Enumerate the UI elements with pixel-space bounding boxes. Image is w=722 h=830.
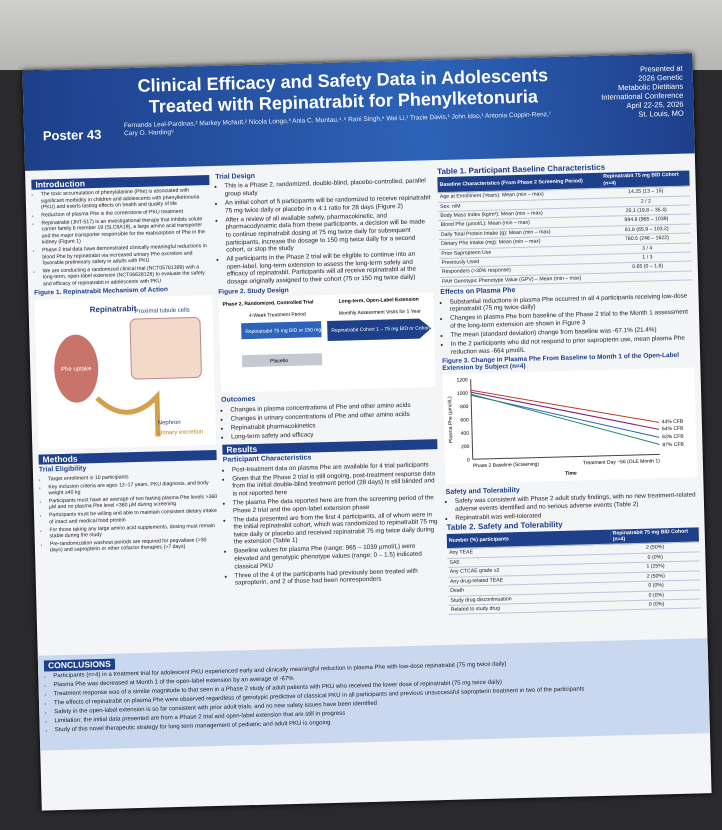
label: 4-Week Treatment Period [249,312,306,319]
y-tick-label: 0 [467,457,470,463]
figure-bg [218,292,436,393]
label: Placebo [270,358,288,364]
table-2: Number (%) participants Repinatrabit 75 m… [446,527,701,615]
end-label: 63% CFB [662,434,684,441]
bullets: This is a Phase 2, randomized, double-bl… [215,178,433,287]
list-item: All participants in the Phase 2 trial wi… [226,250,433,286]
y-tick-label: 1000 [457,391,468,397]
list-item: We are conducting a randomized clinical … [43,264,212,288]
label: Proximal tubule cells [135,307,190,314]
line [470,389,659,424]
left-column: Introduction The toxic accumulation of p… [31,172,219,556]
list-item: Given that the Phase 2 trial is still on… [232,470,439,498]
label: Long-term, Open-Label Extension [339,297,419,305]
conclusions: CONCLUSIONS Participants (n=4) in a trea… [37,638,711,751]
list-item: St. Louis, MO [638,108,684,119]
x-label: Treatment Day ~56 (OLE Month 1) [583,458,660,466]
title: Clinical Efficacy and Safety Data in Ado… [123,65,564,119]
line [470,391,660,431]
bullets: Substantial reductions in plasma Phe occ… [441,292,694,356]
label: Monthly Assessment Visits for 1 Year [339,309,421,317]
axis [472,454,660,460]
label: Repinatrabit 75 mg BID or 150 mg BID [245,327,331,335]
bullets: Safety was consistent with Phase 2 adult… [446,491,699,522]
y-tick-label: 1200 [456,377,467,383]
y-tick-label: 600 [460,417,469,423]
list-item: Baseline values for plasma Phe (range: 9… [234,543,441,571]
table-1: Baseline Characteristics (From Phase 2 S… [437,170,693,287]
bullets: Changes in plasma concentrations of Phe … [221,401,437,441]
label: Phase 2, Randomized, Controlled Trial [223,299,315,307]
y-tick-label: 400 [461,431,470,437]
list-item: Pre-randomization washout periods are re… [50,537,219,554]
right-column: Table 1. Participant Baseline Characteri… [437,159,701,615]
end-label: 64% CFB [662,426,684,433]
poster-label: Poster 43 [42,126,102,144]
list-item: Three of the 4 of the participants had p… [235,567,441,588]
list-item: Repinatrabit (JNT-517) is an investigati… [41,216,211,246]
bullets: Target enrollment is 10 participantsKey … [39,472,219,555]
arm [241,353,323,368]
section-heading: CONCLUSIONS [43,658,115,672]
list-item: The data presented are from the first 4 … [233,511,440,547]
figure-3: 1200 1000 800 600 400 200 0 44% CFB 64% CFB 63… [442,367,698,485]
arm [241,321,322,340]
cell [603,270,693,283]
figure-1: Repinatrabit Proximal tubule cells Phe u… [34,294,217,450]
bullets: Post-treatment data on plasma Phe are av… [223,461,441,588]
label: Phe uptake [61,366,92,373]
header: Poster 43 Clinical Efficacy and Safety D… [22,53,695,171]
cell [129,316,202,379]
y-ticks: 1200 1000 800 600 400 200 0 [456,377,470,463]
y-label: Plasma Phe (µmol/L) [447,396,454,443]
poster: Poster 43 Clinical Efficacy and Safety D… [22,53,712,811]
section-heading: Methods [38,449,217,465]
bullets: The toxic accumulation of phenylalanine … [32,187,212,287]
line [470,393,660,445]
nephron [95,389,161,437]
list-item: The toxic accumulation of phenylalanine … [41,187,210,211]
list-item: Phase 2 trial data have demonstrated cli… [42,243,211,267]
y-tick-label: 800 [460,404,469,410]
bullets: Participants (n=4) in a treatment trial … [44,657,695,735]
label: Repinatrabit Cohort 1 – 75 mg BID or Coh… [331,324,436,334]
end-label: 87% CFB [662,442,684,449]
label: Urinary excretion [158,429,204,436]
end-label: 44% CFB [662,419,684,426]
label: Nephron [158,419,181,426]
label: Repinatrabit [90,303,137,313]
x-title: Time [565,471,577,477]
figure-2: Phase 2, Randomized, Controlled Trial Lo… [218,292,467,393]
kidney [54,334,99,403]
arrow [327,318,432,342]
x-label: Phase 2 Baseline (Screening) [473,462,540,470]
presented: Presented at 2026 Genetic Metabolic Dietit… [573,64,684,121]
list-item: After a review of all available safety, … [225,211,432,254]
middle-column: Trial Design This is a Phase 2, randomiz… [215,166,467,589]
y-tick-label: 200 [461,444,470,450]
cell: 0 (0%) [612,598,701,611]
